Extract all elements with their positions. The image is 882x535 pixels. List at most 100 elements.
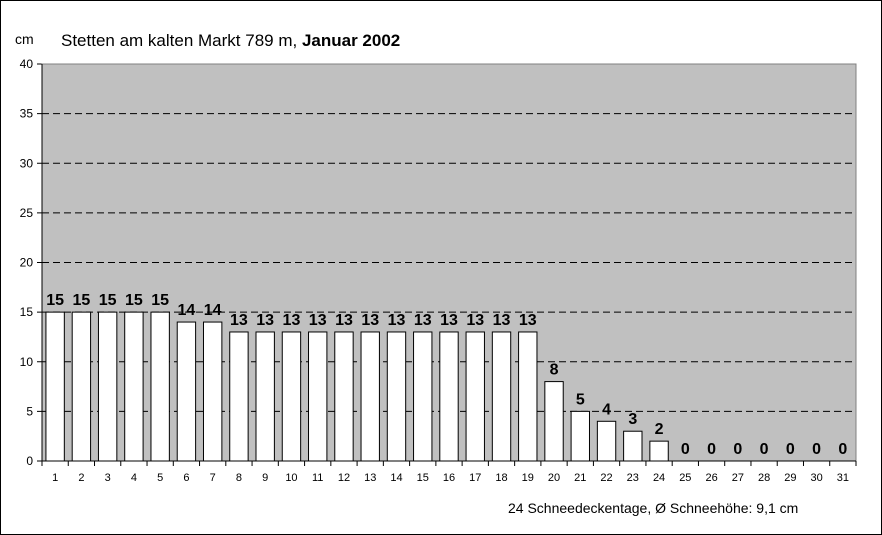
y-axis-unit: cm bbox=[15, 31, 34, 47]
y-tick-label: 10 bbox=[20, 355, 34, 369]
chart-title-location: Stetten am kalten Markt 789 m, bbox=[61, 31, 302, 50]
y-tick-label: 0 bbox=[26, 454, 33, 468]
bar bbox=[413, 331, 433, 462]
data-label: 8 bbox=[550, 362, 559, 379]
x-tick-label: 30 bbox=[810, 472, 822, 484]
data-label: 14 bbox=[178, 302, 196, 319]
x-tick-label: 10 bbox=[285, 472, 297, 484]
x-tick-label: 22 bbox=[600, 472, 612, 484]
x-tick-label: 20 bbox=[548, 472, 560, 484]
data-label: 0 bbox=[838, 441, 847, 458]
x-tick-label: 28 bbox=[758, 472, 770, 484]
data-label: 13 bbox=[309, 312, 327, 329]
x-tick-label: 8 bbox=[236, 472, 242, 484]
x-tick-label: 1 bbox=[52, 472, 58, 484]
bar bbox=[45, 311, 65, 462]
x-tick-label: 17 bbox=[469, 472, 481, 484]
data-label: 15 bbox=[99, 292, 117, 309]
x-tick-label: 7 bbox=[210, 472, 216, 484]
bar bbox=[124, 311, 144, 462]
x-tick-label: 18 bbox=[495, 472, 507, 484]
data-label: 5 bbox=[576, 391, 585, 408]
data-label: 15 bbox=[72, 292, 90, 309]
data-label: 0 bbox=[760, 441, 769, 458]
y-tick-label: 15 bbox=[20, 305, 34, 319]
y-tick-label: 20 bbox=[20, 256, 34, 270]
x-tick-label: 24 bbox=[653, 472, 665, 484]
bar bbox=[255, 331, 275, 462]
bar bbox=[150, 311, 170, 462]
bar bbox=[281, 331, 302, 462]
bar bbox=[71, 311, 92, 462]
data-label: 13 bbox=[283, 312, 301, 329]
chart-title: Stetten am kalten Markt 789 m, Januar 20… bbox=[61, 31, 400, 51]
bar bbox=[491, 331, 512, 462]
x-tick-label: 12 bbox=[338, 472, 350, 484]
data-label: 3 bbox=[628, 411, 637, 428]
x-tick-label: 23 bbox=[627, 472, 639, 484]
bar bbox=[229, 331, 249, 462]
bar bbox=[465, 331, 485, 462]
x-tick-label: 21 bbox=[574, 472, 586, 484]
bar bbox=[334, 331, 354, 462]
data-label: 15 bbox=[46, 292, 64, 309]
bar bbox=[360, 331, 380, 462]
data-label: 13 bbox=[519, 312, 537, 329]
bar bbox=[439, 331, 459, 462]
chart-title-period: Januar 2002 bbox=[301, 31, 401, 50]
bar bbox=[308, 331, 328, 462]
data-label: 13 bbox=[335, 312, 353, 329]
y-tick-label: 40 bbox=[20, 57, 34, 71]
data-label: 13 bbox=[361, 312, 379, 329]
x-tick-label: 19 bbox=[522, 472, 534, 484]
x-tick-label: 16 bbox=[443, 472, 455, 484]
bar bbox=[596, 420, 617, 462]
data-label: 13 bbox=[414, 312, 432, 329]
x-tick-label: 5 bbox=[157, 472, 163, 484]
data-label: 2 bbox=[655, 421, 664, 438]
x-tick-label: 11 bbox=[312, 472, 323, 484]
bar bbox=[623, 430, 643, 462]
data-label: 13 bbox=[466, 312, 484, 329]
data-label: 15 bbox=[151, 292, 169, 309]
bar bbox=[570, 410, 590, 462]
bar bbox=[202, 321, 223, 462]
data-label: 13 bbox=[493, 312, 511, 329]
data-label: 0 bbox=[681, 441, 690, 458]
bar bbox=[649, 440, 669, 462]
data-label: 13 bbox=[256, 312, 274, 329]
x-tick-label: 26 bbox=[705, 472, 717, 484]
data-label: 4 bbox=[602, 401, 611, 418]
data-label: 0 bbox=[733, 441, 742, 458]
x-tick-label: 29 bbox=[784, 472, 796, 484]
x-tick-label: 2 bbox=[78, 472, 84, 484]
data-label: 13 bbox=[230, 312, 248, 329]
snow-summary: 24 Schneedeckentage, Ø Schneehöhe: 9,1 c… bbox=[508, 500, 799, 516]
x-tick-label: 27 bbox=[732, 472, 744, 484]
bar bbox=[518, 331, 538, 462]
data-label: 14 bbox=[204, 302, 222, 319]
data-label: 0 bbox=[707, 441, 716, 458]
bar bbox=[386, 331, 407, 462]
data-label: 15 bbox=[125, 292, 143, 309]
data-label: 0 bbox=[812, 441, 821, 458]
y-tick-label: 25 bbox=[20, 206, 34, 220]
x-tick-label: 9 bbox=[262, 472, 268, 484]
x-tick-label: 4 bbox=[131, 472, 137, 484]
x-tick-label: 25 bbox=[679, 472, 691, 484]
x-tick-label: 15 bbox=[417, 472, 429, 484]
data-label: 13 bbox=[388, 312, 406, 329]
x-tick-label: 3 bbox=[105, 472, 111, 484]
data-label: 13 bbox=[440, 312, 458, 329]
x-tick-label: 14 bbox=[390, 472, 402, 484]
bar bbox=[176, 321, 197, 462]
bar bbox=[544, 381, 564, 462]
y-tick-label: 35 bbox=[20, 107, 34, 121]
data-label: 0 bbox=[786, 441, 795, 458]
x-tick-label: 13 bbox=[364, 472, 376, 484]
y-tick-label: 30 bbox=[20, 156, 34, 170]
bar bbox=[97, 311, 118, 462]
x-tick-label: 31 bbox=[837, 472, 849, 484]
y-tick-label: 5 bbox=[26, 404, 33, 418]
